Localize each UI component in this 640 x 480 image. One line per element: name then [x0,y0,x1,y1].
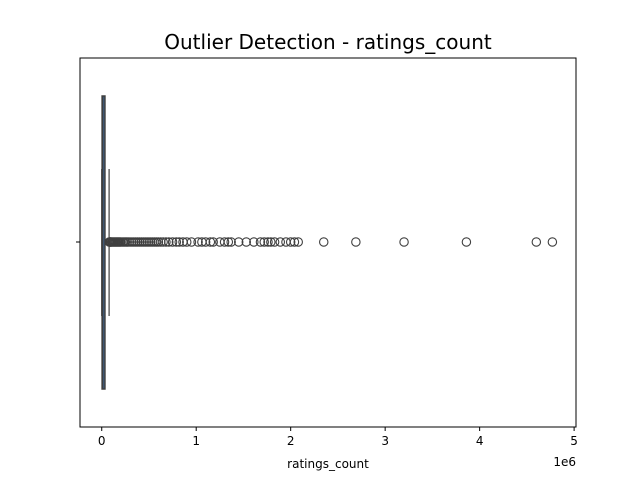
x-tick-label: 3 [381,434,389,448]
outlier-point [164,237,174,247]
outlier-point [289,237,300,247]
outlier-point [161,237,171,247]
outlier-point [182,237,192,247]
outlier-point [259,237,269,247]
outlier-point [351,237,361,247]
outlier-point [275,237,286,247]
outlier-point [200,237,211,247]
outlier-point [269,237,280,247]
outlier-point [531,237,542,247]
x-tick-label: 1 [192,434,200,448]
outlier-point [205,237,216,247]
x-tick-label: 0 [98,434,106,448]
outlier-point [233,237,244,247]
outlier-point [153,237,164,247]
x-tick-label: 4 [476,434,484,448]
outlier-point [285,237,296,247]
x-tick-label: 5 [570,434,578,448]
outlier-point [293,237,303,247]
chart-title: Outlier Detection - ratings_count [164,30,492,54]
outlier-point [318,237,329,247]
outlier-point [241,237,252,247]
plot-area [101,95,558,390]
outlier-point [263,237,273,247]
outlier-point [266,237,276,247]
outlier-point [167,237,178,247]
outlier-point [219,237,230,247]
outlier-point [208,237,218,247]
outlier-point [547,237,558,247]
x-axis: 0 1 2 3 4 5 [98,427,578,448]
outlier-point [158,237,168,247]
outlier-point [399,237,409,247]
x-axis-label: ratings_count [287,457,369,471]
outlier-point [193,237,203,247]
outlier-point [461,237,472,247]
outlier-point [249,237,259,247]
outlier-point [223,237,234,247]
x-axis-offset-text: 1e6 [553,455,576,469]
outlier-point [255,237,266,247]
outlier-point [226,237,236,247]
outlier-point [171,237,182,247]
outlier-point [186,237,197,247]
outlier-point [174,237,184,247]
x-tick-label: 2 [287,434,295,448]
